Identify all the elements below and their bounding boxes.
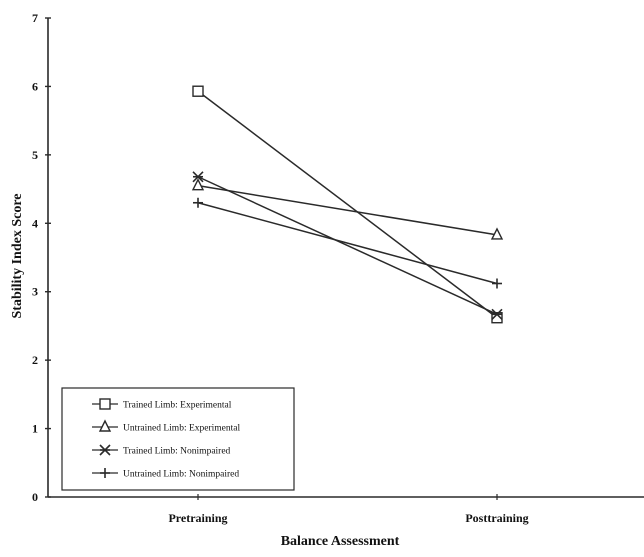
series-line [197,184,498,236]
legend-item: Trained Limb: Nonimpaired [92,444,231,457]
legend-label: Trained Limb: Experimental [123,401,232,411]
x-tick-label: Posttraining [465,511,528,525]
series-line [197,90,498,319]
legend-marker [99,398,111,410]
x-tick-label: Pretraining [168,511,227,525]
legend-item: Trained Limb: Experimental [92,398,232,411]
y-tick-label: 1 [32,422,38,436]
series-1 [192,85,503,324]
legend-marker [98,419,112,432]
legend-item: Untrained Limb: Experimental [92,419,240,434]
y-tick-label: 5 [32,148,38,162]
legend-label: Untrained Limb: Experimental [123,424,240,434]
y-tick-label: 7 [32,11,38,25]
y-tick-label: 3 [32,285,38,299]
data-point [192,85,204,97]
series-line [197,202,498,285]
series-line [197,176,498,315]
legend-label: Untrained Limb: Nonimpaired [123,470,239,480]
legend-label: Trained Limb: Nonimpaired [123,447,231,457]
series-2 [191,178,504,240]
y-tick-label: 2 [32,353,38,367]
x-axis-title: Balance Assessment [281,534,400,549]
series-4 [193,197,502,289]
legend: Trained Limb: Experimental Untrained Limb… [61,387,295,491]
data-point [491,312,503,324]
axes: 0 1 2 3 4 5 6 7 Pretraining Posttraining [32,11,644,525]
labels: Balance Assessment Stability Index Score [10,194,400,549]
legend-marker [100,468,110,478]
series-layer [191,85,504,324]
legend-item: Untrained Limb: Nonimpaired [92,468,239,480]
y-tick-label: 6 [32,79,38,93]
data-point [492,278,502,289]
data-point [192,171,204,183]
y-axis-title: Stability Index Score [10,194,25,319]
legend-marker [99,444,111,456]
y-tick-label: 4 [32,216,38,230]
data-point [490,227,504,240]
y-tick-label: 0 [32,490,38,504]
data-point [491,308,503,320]
data-point [191,178,205,191]
data-point [193,197,203,208]
series-3 [192,171,503,320]
